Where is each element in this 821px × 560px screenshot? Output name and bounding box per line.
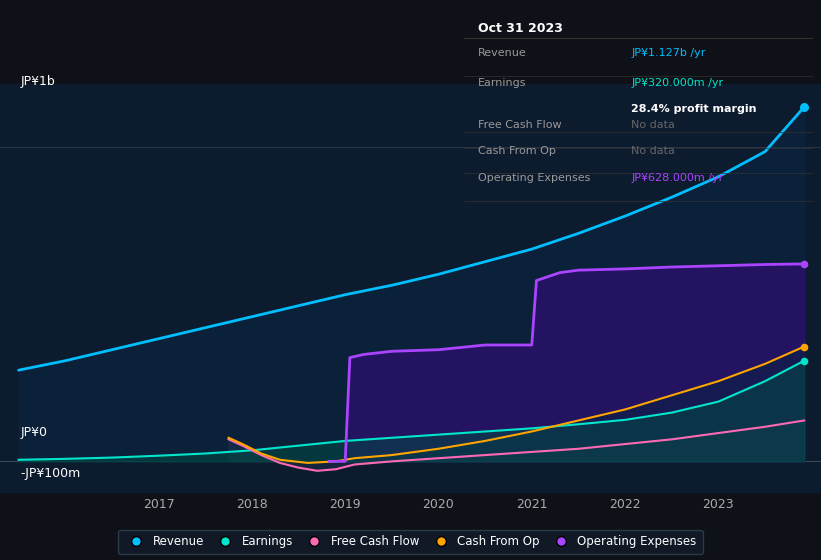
Legend: Revenue, Earnings, Free Cash Flow, Cash From Op, Operating Expenses: Revenue, Earnings, Free Cash Flow, Cash … [118, 530, 703, 554]
Text: Cash From Op: Cash From Op [478, 146, 556, 156]
Text: Revenue: Revenue [478, 48, 526, 58]
Text: Free Cash Flow: Free Cash Flow [478, 120, 562, 130]
Text: JP¥628.000m /yr: JP¥628.000m /yr [631, 174, 723, 184]
Text: Earnings: Earnings [478, 78, 526, 88]
Text: JP¥1b: JP¥1b [21, 74, 55, 88]
Text: Operating Expenses: Operating Expenses [478, 174, 590, 184]
Text: JP¥1.127b /yr: JP¥1.127b /yr [631, 48, 706, 58]
Text: No data: No data [631, 146, 675, 156]
Text: No data: No data [631, 120, 675, 130]
Point [798, 259, 811, 268]
Point [798, 342, 811, 351]
Point [798, 356, 811, 365]
Text: -JP¥100m: -JP¥100m [21, 466, 80, 480]
Text: 28.4% profit margin: 28.4% profit margin [631, 104, 757, 114]
Text: Oct 31 2023: Oct 31 2023 [478, 22, 562, 35]
Text: JP¥0: JP¥0 [21, 426, 48, 439]
Text: JP¥320.000m /yr: JP¥320.000m /yr [631, 78, 723, 88]
Point [798, 102, 811, 111]
